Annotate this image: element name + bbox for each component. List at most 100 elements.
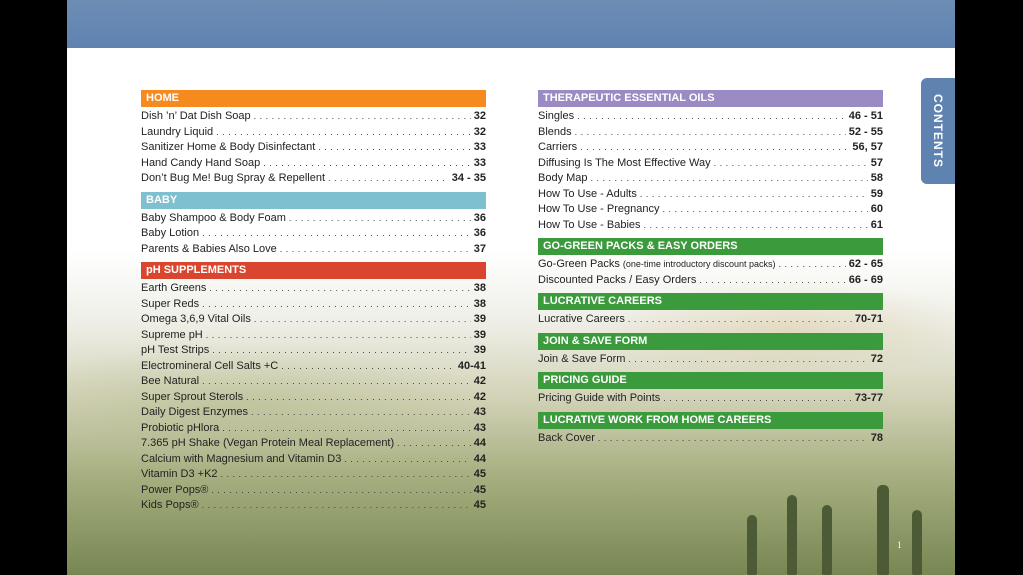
toc-entry[interactable]: Join & Save Form 72 bbox=[538, 353, 883, 369]
section-entries: Dish ’n’ Dat Dish Soap 32 Laundry Liquid 32… bbox=[141, 110, 486, 188]
toc-entry-title: Singles bbox=[538, 110, 575, 122]
toc-entry-page-number: 60 bbox=[870, 203, 883, 215]
toc-entry-title: Omega 3,6,9 Vital Oils bbox=[141, 313, 251, 325]
section-header-home: HOME bbox=[141, 90, 486, 107]
toc-entry-title: Pricing Guide with Points bbox=[538, 392, 661, 404]
dot-leader bbox=[318, 141, 471, 153]
toc-entry-title: Join & Save Form bbox=[538, 352, 626, 365]
toc-entry[interactable]: Earth Greens 38 bbox=[141, 282, 486, 298]
toc-entry[interactable]: Blends 52 - 55 bbox=[538, 126, 883, 142]
toc-entry-page-number: 58 bbox=[870, 172, 883, 184]
dot-leader bbox=[644, 219, 868, 231]
toc-entry-title: Discounted Packs / Easy Orders bbox=[538, 273, 697, 286]
toc-entry-title: How To Use - Pregnancy bbox=[538, 203, 660, 215]
section-header-lucrative-careers: LUCRATIVE CAREERS bbox=[538, 293, 883, 310]
toc-entry-page-number: 40-41 bbox=[457, 359, 486, 372]
toc-entry-page-number: 39 bbox=[473, 313, 486, 325]
toc-entry[interactable]: Body Map 58 bbox=[538, 172, 883, 188]
section-entries: Back Cover 78 bbox=[538, 432, 883, 448]
toc-entry-title: Don’t Bug Me! Bug Spray & Repellent bbox=[141, 172, 326, 184]
toc-entry[interactable]: Pricing Guide with Points 73-77 bbox=[538, 392, 883, 408]
toc-entry-title: Dish ’n’ Dat Dish Soap bbox=[141, 110, 251, 122]
toc-entry[interactable]: Singles 46 - 51 bbox=[538, 110, 883, 126]
toc-right-column: THERAPEUTIC ESSENTIAL OILS Singles 46 - 51… bbox=[538, 90, 883, 451]
toc-entry[interactable]: Kids Pops® 45 bbox=[141, 499, 486, 515]
toc-entry[interactable]: Sanitizer Home & Body Disinfectant 33 bbox=[141, 141, 486, 157]
toc-entry-page-number: 62 - 65 bbox=[848, 258, 883, 270]
toc-entry[interactable]: Electromineral Cell Salts +C 40-41 bbox=[141, 360, 486, 376]
section-header-go-green-packs-easy-orders: GO-GREEN PACKS & EASY ORDERS bbox=[538, 238, 883, 255]
toc-entry[interactable]: How To Use - Babies 61 bbox=[538, 219, 883, 235]
toc-entry-page-number: 78 bbox=[870, 431, 883, 444]
dot-leader bbox=[580, 141, 849, 153]
toc-entry[interactable]: Lucrative Careers 70-71 bbox=[538, 313, 883, 329]
toc-entry[interactable]: How To Use - Pregnancy 60 bbox=[538, 203, 883, 219]
toc-entry[interactable]: Bee Natural 42 bbox=[141, 375, 486, 391]
toc-entry[interactable]: Vitamin D3 +K2 45 bbox=[141, 468, 486, 484]
dot-leader bbox=[221, 468, 471, 480]
toc-entry[interactable]: Back Cover 78 bbox=[538, 432, 883, 448]
toc-entry[interactable]: Baby Lotion 36 bbox=[141, 227, 486, 243]
toc-entry-page-number: 42 bbox=[473, 375, 486, 387]
toc-entry[interactable]: Baby Shampoo & Body Foam 36 bbox=[141, 212, 486, 228]
toc-entry-page-number: 70-71 bbox=[854, 313, 883, 325]
dot-leader bbox=[779, 258, 846, 270]
toc-entry[interactable]: Power Pops® 45 bbox=[141, 484, 486, 500]
section-entries: Pricing Guide with Points 73-77 bbox=[538, 392, 883, 408]
toc-entry-page-number: 36 bbox=[473, 211, 486, 224]
toc-entry-page-number: 33 bbox=[473, 156, 486, 169]
dot-leader bbox=[206, 329, 471, 341]
contents-tab-label: CONTENTS bbox=[931, 94, 945, 168]
toc-entry[interactable]: pH Test Strips 39 bbox=[141, 344, 486, 360]
toc-entry[interactable]: Daily Digest Enzymes 43 bbox=[141, 406, 486, 422]
dot-leader bbox=[577, 110, 846, 122]
toc-entry[interactable]: 7.365 pH Shake (Vegan Protein Meal Repla… bbox=[141, 437, 486, 453]
contents-tab[interactable]: CONTENTS bbox=[921, 78, 955, 184]
header-band bbox=[67, 0, 955, 48]
toc-entry-page-number: 34 - 35 bbox=[451, 172, 486, 184]
toc-entry-title: Laundry Liquid bbox=[141, 125, 214, 138]
section-entries: Baby Shampoo & Body Foam 36 Baby Lotion 36 P… bbox=[141, 212, 486, 259]
dot-leader bbox=[598, 432, 868, 444]
toc-entry[interactable]: Omega 3,6,9 Vital Oils 39 bbox=[141, 313, 486, 329]
toc-entry-page-number: 66 - 69 bbox=[848, 273, 883, 286]
toc-entry-page-number: 73-77 bbox=[854, 392, 883, 404]
toc-entry-title: Calcium with Magnesium and Vitamin D3 bbox=[141, 452, 342, 465]
toc-entry[interactable]: Probiotic pHlora 43 bbox=[141, 422, 486, 438]
toc-entry[interactable]: Super Sprout Sterols 42 bbox=[141, 391, 486, 407]
toc-entry-title: Super Reds bbox=[141, 297, 200, 310]
dot-leader bbox=[591, 172, 868, 184]
toc-entry-page-number: 61 bbox=[870, 218, 883, 231]
toc-entry-title: Earth Greens bbox=[141, 282, 207, 294]
toc-entry[interactable]: How To Use - Adults 59 bbox=[538, 188, 883, 204]
dot-leader bbox=[662, 203, 867, 215]
toc-entry-title: Daily Digest Enzymes bbox=[141, 406, 248, 418]
section-header-ph-supplements: pH SUPPLEMENTS bbox=[141, 262, 486, 279]
toc-entry[interactable]: Discounted Packs / Easy Orders 66 - 69 bbox=[538, 274, 883, 290]
toc-entry[interactable]: Parents & Babies Also Love 37 bbox=[141, 243, 486, 259]
dot-leader bbox=[212, 344, 470, 356]
dot-leader bbox=[663, 392, 852, 404]
toc-entry[interactable]: Carriers 56, 57 bbox=[538, 141, 883, 157]
toc-entry[interactable]: Diffusing Is The Most Effective Way 57 bbox=[538, 157, 883, 173]
toc-entry-page-number: 44 bbox=[473, 437, 486, 449]
dot-leader bbox=[202, 499, 471, 511]
toc-entry[interactable]: Supreme pH 39 bbox=[141, 329, 486, 345]
toc-entry[interactable]: Laundry Liquid 32 bbox=[141, 126, 486, 142]
toc-entry[interactable]: Hand Candy Hand Soap 33 bbox=[141, 157, 486, 173]
dot-leader bbox=[328, 172, 449, 184]
toc-entry-page-number: 52 - 55 bbox=[848, 125, 883, 138]
dot-leader bbox=[202, 375, 471, 387]
toc-entry-title: pH Test Strips bbox=[141, 344, 210, 356]
toc-entry[interactable]: Dish ’n’ Dat Dish Soap 32 bbox=[141, 110, 486, 126]
toc-entry-page-number: 32 bbox=[473, 125, 486, 138]
section-header-lucrative-work-from-home-careers: LUCRATIVE WORK FROM HOME CAREERS bbox=[538, 411, 883, 429]
toc-entry-title: Power Pops® bbox=[141, 483, 209, 496]
toc-entry-note: (one-time introductory discount packs) bbox=[622, 259, 776, 269]
toc-entry[interactable]: Go-Green Packs (one-time introductory dis… bbox=[538, 258, 883, 274]
toc-entry[interactable]: Don’t Bug Me! Bug Spray & Repellent 34 - … bbox=[141, 172, 486, 188]
toc-entry[interactable]: Calcium with Magnesium and Vitamin D3 44 bbox=[141, 453, 486, 469]
toc-entry[interactable]: Super Reds 38 bbox=[141, 298, 486, 314]
toc-entry-page-number: 45 bbox=[473, 483, 486, 496]
toc-entry-title: Carriers bbox=[538, 141, 578, 153]
